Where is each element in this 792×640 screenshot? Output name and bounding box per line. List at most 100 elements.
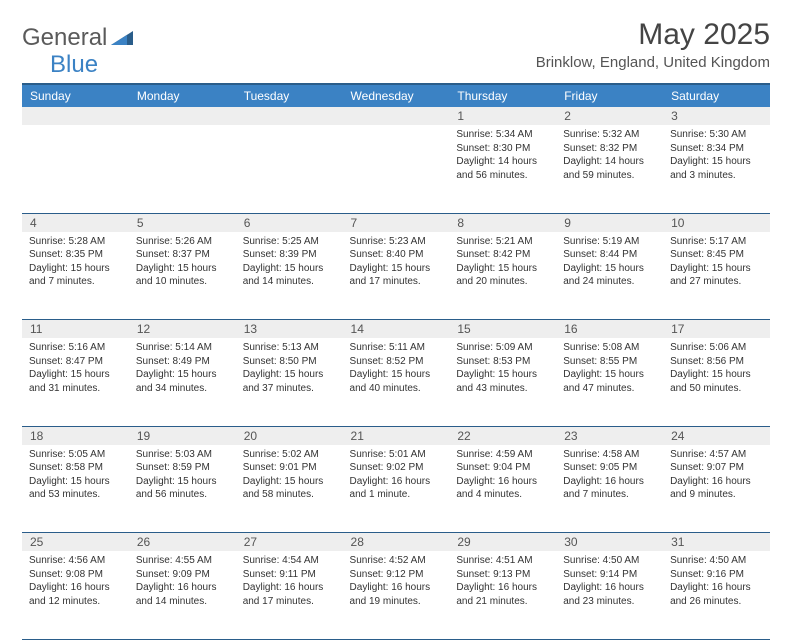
sunrise-text: Sunrise: 5:23 AM (350, 235, 443, 249)
sunrise-text: Sunrise: 4:50 AM (563, 554, 656, 568)
sunrise-text: Sunrise: 4:58 AM (563, 448, 656, 462)
sunrise-text: Sunrise: 5:21 AM (456, 235, 549, 249)
sunrise-text: Sunrise: 5:25 AM (243, 235, 336, 249)
day-number-cell: 5 (129, 213, 236, 232)
daylight-text: Daylight: 16 hours and 1 minute. (350, 475, 443, 502)
daylight-text: Daylight: 14 hours and 59 minutes. (563, 155, 656, 182)
day-detail-cell (236, 125, 343, 213)
day-detail-row: Sunrise: 5:16 AMSunset: 8:47 PMDaylight:… (22, 338, 770, 426)
logo: General (22, 24, 135, 52)
day-number-cell: 19 (129, 426, 236, 445)
day-number-cell (236, 107, 343, 125)
day-detail-cell: Sunrise: 5:16 AMSunset: 8:47 PMDaylight:… (22, 338, 129, 426)
sunset-text: Sunset: 8:55 PM (563, 355, 656, 369)
day-detail-cell (129, 125, 236, 213)
day-detail-cell: Sunrise: 5:26 AMSunset: 8:37 PMDaylight:… (129, 232, 236, 320)
day-number-cell: 26 (129, 533, 236, 552)
day-detail-row: Sunrise: 5:05 AMSunset: 8:58 PMDaylight:… (22, 445, 770, 533)
sunset-text: Sunset: 8:59 PM (136, 461, 229, 475)
sunrise-text: Sunrise: 5:03 AM (136, 448, 229, 462)
day-detail-cell: Sunrise: 5:02 AMSunset: 9:01 PMDaylight:… (236, 445, 343, 533)
day-detail-cell: Sunrise: 4:52 AMSunset: 9:12 PMDaylight:… (343, 551, 450, 639)
daylight-text: Daylight: 16 hours and 26 minutes. (670, 581, 763, 608)
weekday-header: Thursday (449, 84, 556, 107)
sunset-text: Sunset: 9:13 PM (456, 568, 549, 582)
location-label: Brinklow, England, United Kingdom (536, 54, 770, 71)
sunset-text: Sunset: 8:49 PM (136, 355, 229, 369)
day-detail-cell: Sunrise: 5:32 AMSunset: 8:32 PMDaylight:… (556, 125, 663, 213)
day-number-cell: 30 (556, 533, 663, 552)
sunset-text: Sunset: 8:53 PM (456, 355, 549, 369)
daylight-text: Daylight: 14 hours and 56 minutes. (456, 155, 549, 182)
day-detail-cell: Sunrise: 4:50 AMSunset: 9:16 PMDaylight:… (663, 551, 770, 639)
day-number-cell: 17 (663, 320, 770, 339)
day-number-cell: 25 (22, 533, 129, 552)
sunset-text: Sunset: 8:30 PM (456, 142, 549, 156)
weekday-header: Wednesday (343, 84, 450, 107)
day-number-cell: 15 (449, 320, 556, 339)
day-number-cell: 2 (556, 107, 663, 125)
sunset-text: Sunset: 8:52 PM (350, 355, 443, 369)
sunset-text: Sunset: 9:08 PM (29, 568, 122, 582)
day-detail-row: Sunrise: 5:34 AMSunset: 8:30 PMDaylight:… (22, 125, 770, 213)
sunset-text: Sunset: 9:16 PM (670, 568, 763, 582)
daylight-text: Daylight: 15 hours and 3 minutes. (670, 155, 763, 182)
daylight-text: Daylight: 15 hours and 27 minutes. (670, 262, 763, 289)
day-number-cell: 8 (449, 213, 556, 232)
day-detail-cell: Sunrise: 5:19 AMSunset: 8:44 PMDaylight:… (556, 232, 663, 320)
day-number-cell: 12 (129, 320, 236, 339)
day-detail-cell: Sunrise: 4:55 AMSunset: 9:09 PMDaylight:… (129, 551, 236, 639)
weekday-header: Monday (129, 84, 236, 107)
sunrise-text: Sunrise: 5:34 AM (456, 128, 549, 142)
day-detail-cell: Sunrise: 5:06 AMSunset: 8:56 PMDaylight:… (663, 338, 770, 426)
daylight-text: Daylight: 16 hours and 9 minutes. (670, 475, 763, 502)
day-detail-cell: Sunrise: 4:51 AMSunset: 9:13 PMDaylight:… (449, 551, 556, 639)
daylight-text: Daylight: 15 hours and 37 minutes. (243, 368, 336, 395)
day-number-cell: 3 (663, 107, 770, 125)
sunset-text: Sunset: 8:42 PM (456, 248, 549, 262)
day-detail-cell: Sunrise: 5:01 AMSunset: 9:02 PMDaylight:… (343, 445, 450, 533)
sunset-text: Sunset: 9:07 PM (670, 461, 763, 475)
weekday-header-row: Sunday Monday Tuesday Wednesday Thursday… (22, 84, 770, 107)
day-number-cell: 16 (556, 320, 663, 339)
weekday-header: Saturday (663, 84, 770, 107)
day-number-cell: 31 (663, 533, 770, 552)
sunrise-text: Sunrise: 4:55 AM (136, 554, 229, 568)
logo-text-blue: Blue (50, 51, 98, 79)
day-number-cell: 18 (22, 426, 129, 445)
day-detail-cell: Sunrise: 4:56 AMSunset: 9:08 PMDaylight:… (22, 551, 129, 639)
sunrise-text: Sunrise: 5:26 AM (136, 235, 229, 249)
day-number-cell: 20 (236, 426, 343, 445)
day-number-cell: 9 (556, 213, 663, 232)
sunset-text: Sunset: 9:12 PM (350, 568, 443, 582)
sunset-text: Sunset: 8:40 PM (350, 248, 443, 262)
daylight-text: Daylight: 15 hours and 17 minutes. (350, 262, 443, 289)
day-number-cell: 11 (22, 320, 129, 339)
sunrise-text: Sunrise: 5:19 AM (563, 235, 656, 249)
day-detail-row: Sunrise: 4:56 AMSunset: 9:08 PMDaylight:… (22, 551, 770, 639)
sunrise-text: Sunrise: 4:52 AM (350, 554, 443, 568)
calendar-table: Sunday Monday Tuesday Wednesday Thursday… (22, 83, 770, 640)
title-block: May 2025 Brinklow, England, United Kingd… (536, 18, 770, 71)
sunset-text: Sunset: 8:45 PM (670, 248, 763, 262)
day-detail-cell: Sunrise: 5:05 AMSunset: 8:58 PMDaylight:… (22, 445, 129, 533)
daylight-text: Daylight: 15 hours and 7 minutes. (29, 262, 122, 289)
day-number-cell (129, 107, 236, 125)
sunrise-text: Sunrise: 5:30 AM (670, 128, 763, 142)
daylight-text: Daylight: 15 hours and 20 minutes. (456, 262, 549, 289)
daylight-text: Daylight: 15 hours and 10 minutes. (136, 262, 229, 289)
sunrise-text: Sunrise: 4:51 AM (456, 554, 549, 568)
sunrise-text: Sunrise: 4:57 AM (670, 448, 763, 462)
daylight-text: Daylight: 15 hours and 40 minutes. (350, 368, 443, 395)
sunset-text: Sunset: 9:11 PM (243, 568, 336, 582)
daylight-text: Daylight: 16 hours and 23 minutes. (563, 581, 656, 608)
day-number-cell: 29 (449, 533, 556, 552)
day-number-cell: 28 (343, 533, 450, 552)
day-number-cell: 6 (236, 213, 343, 232)
weekday-header: Tuesday (236, 84, 343, 107)
sunset-text: Sunset: 8:35 PM (29, 248, 122, 262)
day-detail-cell: Sunrise: 5:13 AMSunset: 8:50 PMDaylight:… (236, 338, 343, 426)
sunset-text: Sunset: 8:32 PM (563, 142, 656, 156)
daylight-text: Daylight: 16 hours and 12 minutes. (29, 581, 122, 608)
sunrise-text: Sunrise: 5:13 AM (243, 341, 336, 355)
